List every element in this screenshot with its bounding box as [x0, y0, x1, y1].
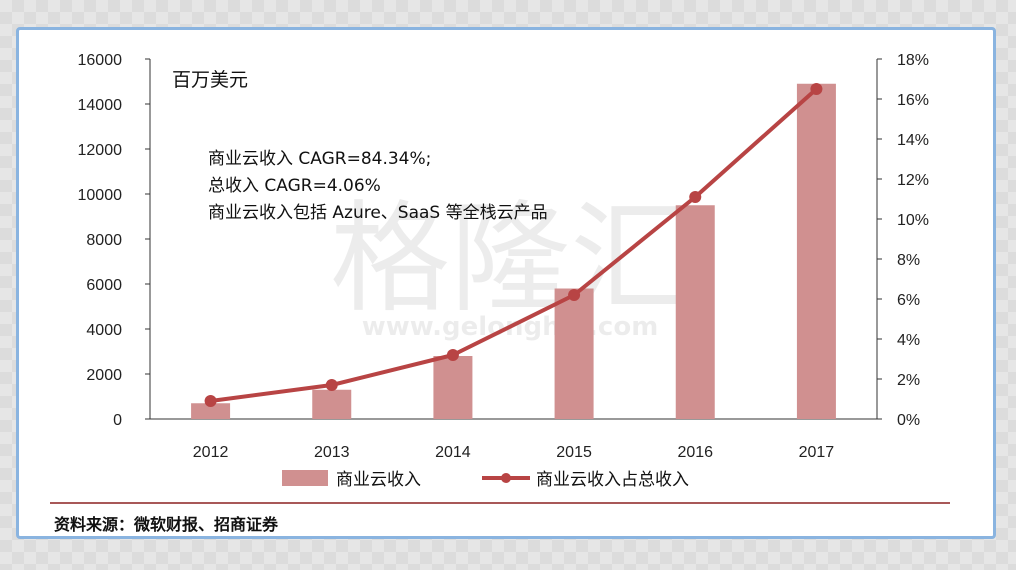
line-point — [446, 349, 459, 361]
y-right-tick-label: 12% — [897, 172, 929, 189]
bar — [433, 356, 473, 419]
bar — [191, 403, 231, 419]
unit-label: 百万美元 — [172, 69, 248, 91]
axes: 0 2000 4000 6000 8000 10000 12000 14000 16000 0% 2… — [78, 52, 930, 461]
bar-series — [191, 83, 836, 419]
bar — [675, 205, 715, 419]
watermark-logo: 格隆汇 — [330, 190, 690, 329]
y-right-tick-label: 2% — [897, 372, 920, 389]
x-tick-label: 2014 — [435, 444, 471, 461]
line-point — [204, 395, 217, 407]
legend-line-label: 商业云收入占总收入 — [536, 470, 689, 490]
bar — [554, 288, 594, 419]
x-tick-label: 2013 — [314, 444, 350, 461]
y-left-tick-label: 14000 — [78, 97, 123, 114]
y-right-tick-label: 6% — [897, 292, 920, 309]
x-tick-label: 2012 — [193, 444, 229, 461]
y-right-tick-label: 16% — [897, 92, 929, 109]
y-right-tick-label: 0% — [897, 412, 920, 429]
source-note: 资料来源：微软财报、招商证券 — [54, 515, 279, 534]
bar — [312, 389, 352, 419]
line-point — [810, 83, 823, 95]
annotation-1: 商业云收入 CAGR=84.34%; — [208, 149, 431, 169]
x-tick-label: 2017 — [799, 444, 835, 461]
y-left-tick-label: 12000 — [78, 142, 123, 159]
bar — [796, 83, 836, 419]
x-tick-label: 2015 — [556, 444, 592, 461]
annotation-2: 总收入 CAGR=4.06% — [208, 176, 381, 196]
line-path — [210, 87, 818, 403]
y-left-tick-label: 10000 — [78, 187, 123, 204]
y-right-tick-label: 4% — [897, 332, 920, 349]
y-left-tick-label: 6000 — [86, 277, 122, 294]
x-tick-label: 2016 — [677, 444, 713, 461]
line-point — [689, 191, 702, 203]
legend-bar-label: 商业云收入 — [336, 470, 421, 490]
y-right-tick-label: 18% — [897, 52, 929, 69]
y-left-tick-label: 4000 — [86, 322, 122, 339]
y-left-tick-label: 8000 — [86, 232, 122, 249]
line-point — [325, 379, 338, 391]
y-right-tick-label: 10% — [897, 212, 929, 229]
y-left-tick-label: 0 — [113, 412, 122, 429]
line-series — [204, 83, 823, 407]
y-right-tick-label: 14% — [897, 132, 929, 149]
legend-bar-swatch — [282, 470, 328, 486]
y-right-tick-label: 8% — [897, 252, 920, 269]
legend-line-marker — [501, 473, 511, 483]
line-point — [568, 289, 581, 301]
y-left-tick-label: 16000 — [78, 52, 123, 69]
annotation-3: 商业云收入包括 Azure、SaaS 等全栈云产品 — [208, 203, 548, 223]
y-left-tick-label: 2000 — [86, 367, 122, 384]
